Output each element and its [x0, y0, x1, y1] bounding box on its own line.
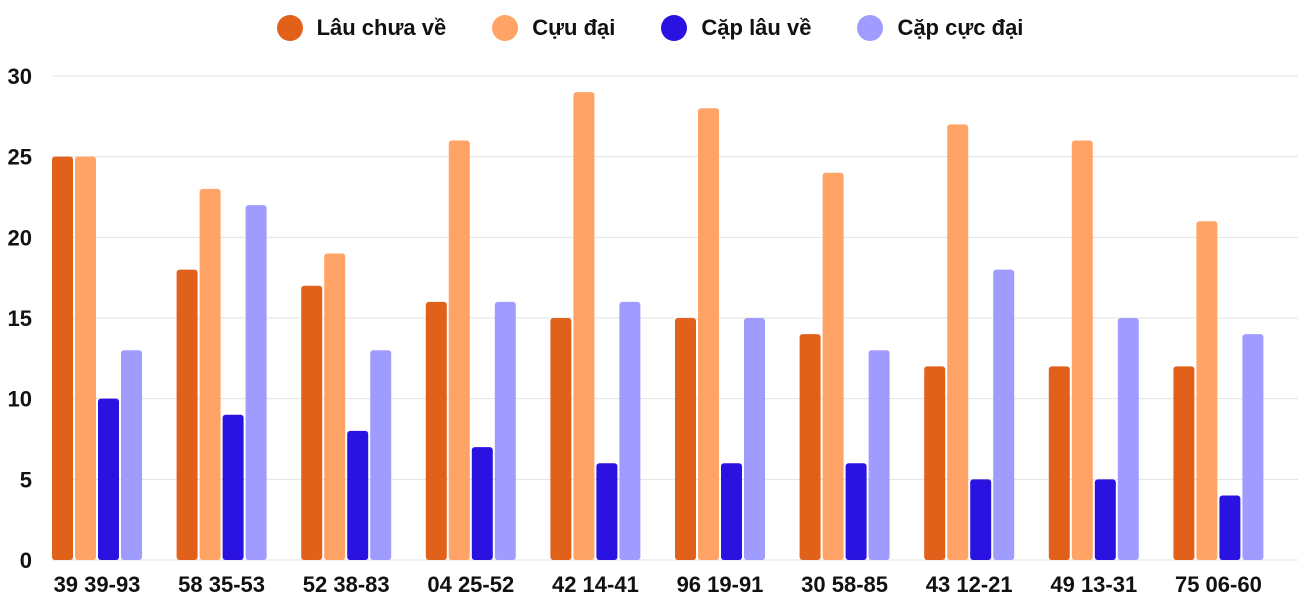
bar-Lâu chưa về	[301, 285, 323, 560]
legend-item: Cặp lâu về	[661, 15, 811, 41]
x-tick-label: 43 12-21	[926, 572, 1013, 597]
y-tick-label: 5	[20, 467, 32, 492]
bar-Cựu đại	[1071, 140, 1093, 561]
bar-Cựu đại	[947, 124, 969, 561]
legend-item: Lâu chưa về	[276, 15, 447, 41]
legend-swatch	[857, 15, 884, 41]
bar-Cựu đại	[75, 156, 96, 560]
x-tick-label: 49 13-31	[1050, 572, 1137, 597]
bar-Lâu chưa về	[1173, 366, 1195, 560]
legend-swatch	[276, 15, 303, 41]
bar-Cặp cực đại	[868, 350, 890, 560]
bar-Cặp cực đại	[494, 301, 516, 560]
x-tick-label: 96 19-91	[677, 572, 764, 597]
bar-Lâu chưa về	[176, 269, 198, 560]
legend-label: Cặp lâu về	[701, 15, 812, 40]
x-tick-label: 75 06-60	[1175, 572, 1262, 597]
bar-Cặp lâu về	[471, 447, 493, 560]
legend-item: Cựu đại	[492, 15, 615, 41]
bar-Cặp lâu về	[596, 463, 618, 560]
y-axis-ticks: 0 5 10 15 20 25 30	[8, 64, 32, 573]
x-axis-ticks: 39 39-93 58 35-53 52 38-83 04 25-52 42 14-41…	[54, 572, 1262, 597]
bar-Lâu chưa về	[924, 366, 946, 560]
legend-swatch	[492, 15, 519, 41]
y-tick-label: 15	[8, 306, 32, 331]
bar-Cựu đại	[324, 253, 346, 560]
bar-Cựu đại	[1196, 221, 1218, 560]
bar-Cặp cực đại	[993, 269, 1015, 560]
x-tick-label: 58 35-53	[178, 572, 265, 597]
bar-Lâu chưa về	[425, 301, 447, 560]
bar-Cặp lâu về	[1219, 495, 1241, 560]
bar-Cặp lâu về	[98, 398, 119, 560]
y-tick-label: 20	[8, 225, 32, 250]
x-tick-label: 39 39-93	[54, 572, 141, 597]
y-tick-label: 25	[8, 145, 32, 170]
y-tick-label: 0	[20, 548, 32, 573]
bar-Cặp cực đại	[619, 301, 641, 560]
bar-Cặp lâu về	[721, 463, 742, 560]
x-tick-label: 52 38-83	[303, 572, 390, 597]
bar-Lâu chưa về	[52, 156, 73, 560]
bar-Lâu chưa về	[550, 318, 572, 560]
bar-Cặp cực đại	[245, 205, 267, 561]
bar-Cặp lâu về	[1094, 479, 1116, 560]
y-tick-label: 10	[8, 387, 32, 412]
x-tick-label: 30 58-85	[801, 572, 888, 597]
legend-label: Lâu chưa về	[316, 15, 447, 40]
bar-Cặp cực đại	[1117, 318, 1139, 560]
bar-Cặp lâu về	[970, 479, 992, 560]
chart-legend: Lâu chưa về Cựu đại Cặp lâu về Cặp cực đại	[0, 8, 1300, 48]
bar-Cựu đại	[822, 172, 844, 561]
bar-Cặp cực đại	[1242, 334, 1264, 560]
bar-Cựu đại	[199, 188, 221, 560]
legend-label: Cặp cực đại	[897, 15, 1024, 40]
bar-Cặp cực đại	[370, 350, 392, 560]
legend-label: Cựu đại	[532, 15, 616, 40]
legend-swatch	[661, 15, 688, 41]
bar-Lâu chưa về	[675, 318, 696, 560]
x-tick-label: 04 25-52	[427, 572, 514, 597]
x-tick-label: 42 14-41	[552, 572, 639, 597]
bar-Cặp lâu về	[845, 463, 867, 560]
bar-Cặp cực đại	[121, 350, 142, 560]
bar-Cựu đại	[698, 108, 719, 561]
legend-item: Cặp cực đại	[857, 15, 1023, 41]
bar-Cặp lâu về	[222, 414, 244, 560]
bar-Lâu chưa về	[799, 334, 821, 560]
bar-Cặp lâu về	[347, 430, 369, 560]
y-tick-label: 30	[8, 64, 32, 89]
bar-Cặp cực đại	[744, 318, 765, 560]
bars	[52, 92, 1264, 561]
bar-Lâu chưa về	[1048, 366, 1070, 560]
bar-Cựu đại	[573, 92, 595, 560]
bar-Cựu đại	[448, 140, 470, 561]
